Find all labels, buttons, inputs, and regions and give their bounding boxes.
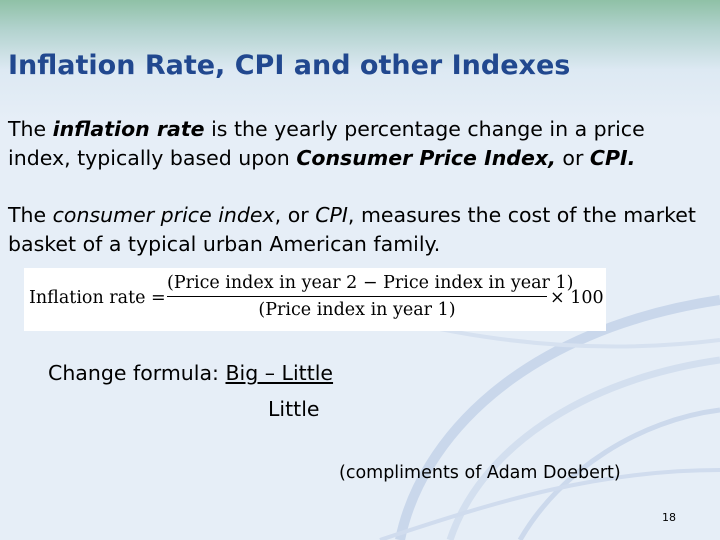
- formula-label: Inflation rate =: [29, 288, 166, 308]
- inflation-rate-definition: The inflation rate is the yearly percent…: [8, 115, 713, 173]
- para2-text-5: , measures the cost of the market basket…: [8, 203, 696, 256]
- para1-text-1: The: [8, 117, 53, 141]
- para1-text-3: is the yearly percentage change in a pri…: [8, 117, 645, 170]
- change-formula: Change formula: Big – Little: [48, 361, 333, 385]
- formula-numerator: (Price index in year 2 − Price index in …: [167, 273, 574, 293]
- credit-note: (compliments of Adam Doebert): [339, 463, 621, 483]
- slide-title: Inflation Rate, CPI and other Indexes: [8, 50, 571, 81]
- para2-term-cpi-full: consumer price index: [52, 203, 275, 227]
- para2-text-3: , or: [274, 203, 316, 227]
- cpi-definition: The consumer price index, or CPI, measur…: [8, 201, 713, 259]
- formula-fraction-bar: [167, 296, 547, 297]
- para1-term-cpi-full: Consumer Price Index,: [296, 146, 556, 170]
- para2-term-cpi: CPI: [315, 203, 348, 227]
- change-formula-denominator: Little: [268, 397, 320, 421]
- para1-text-5: or: [555, 146, 590, 170]
- formula-multiplier: × 100: [550, 288, 604, 308]
- formula-denominator: (Price index in year 1): [258, 300, 456, 320]
- change-formula-label: Change formula:: [48, 361, 226, 385]
- para1-term-inflation-rate: inflation rate: [52, 117, 205, 141]
- change-formula-numerator: Big – Little: [225, 361, 334, 385]
- page-number: 18: [662, 511, 676, 524]
- para2-text-1: The: [8, 203, 53, 227]
- inflation-rate-formula: Inflation rate = (Price index in year 2 …: [24, 268, 606, 331]
- formula-fraction: (Price index in year 2 − Price index in …: [167, 273, 574, 320]
- para1-term-cpi: CPI.: [589, 146, 636, 170]
